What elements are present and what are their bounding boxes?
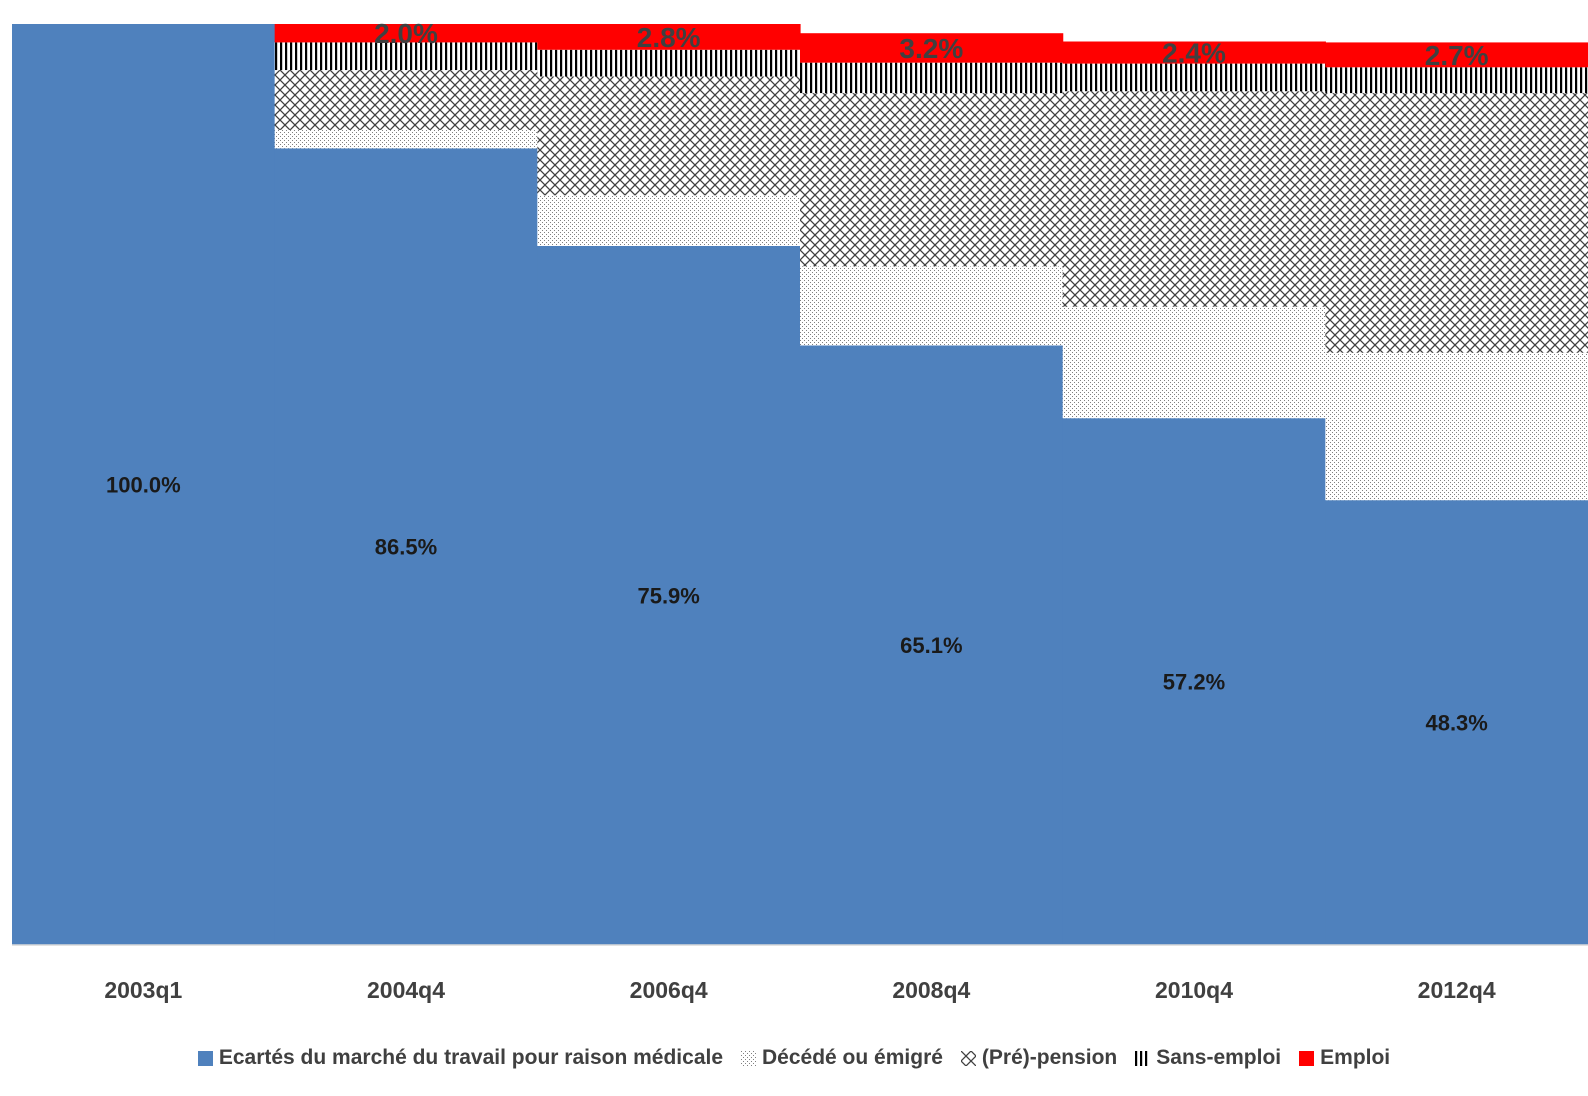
bar-segment-s1-2010q4	[1062, 306, 1326, 419]
bar-segment-s0-2010q4	[1062, 418, 1326, 945]
legend-item-1: Décédé ou émigré	[741, 1046, 943, 1070]
bar-segment-s3-2006q4	[537, 49, 801, 77]
bar-segment-s1-2012q4	[1325, 352, 1588, 501]
bar-segment-s3-2004q4	[274, 42, 538, 71]
bars-group	[12, 24, 1588, 946]
x-tick-label-2003q1: 2003q1	[104, 977, 182, 1003]
bar-segment-s2-2004q4	[274, 70, 538, 130]
bar-segment-s1-2008q4	[800, 266, 1064, 346]
legend-label: Décédé ou émigré	[762, 1046, 943, 1069]
labels-group: 100.0% 2003q1 86.5% 2.0% 2004q4 75.9% 2.8% 2006…	[104, 18, 1496, 1003]
data-label-s0-2008q4: 65.1%	[900, 633, 962, 658]
data-label-s0-2004q4: 86.5%	[375, 535, 437, 560]
legend-label: Emploi	[1320, 1046, 1391, 1069]
bar-segment-s0-2006q4	[537, 245, 801, 945]
legend-swatch	[1135, 1050, 1151, 1066]
bar-segment-s2-2008q4	[800, 93, 1064, 267]
legend-label: Ecartés du marché du travail pour raison…	[218, 1046, 724, 1069]
legend-item-0: Ecartés du marché du travail pour raison…	[197, 1046, 724, 1070]
bar-segment-s3-2012q4	[1325, 67, 1588, 94]
x-tick-label-2006q4: 2006q4	[630, 977, 708, 1003]
legend-item-2: (Pré)-pension	[960, 1046, 1118, 1070]
legend-item-4: Emploi	[1299, 1046, 1390, 1070]
bar-segment-s2-2006q4	[537, 76, 801, 196]
bar-segment-s4-2008q4	[800, 33, 1064, 63]
legend-swatch	[1299, 1050, 1315, 1066]
data-label-s4-2012q4: 2.7%	[1425, 40, 1489, 71]
x-tick-label-2004q4: 2004q4	[367, 977, 445, 1003]
bar-segment-s4-2004q4	[274, 24, 538, 43]
bar-segment-s0-2003q1	[12, 24, 276, 945]
bar-segment-s4-2006q4	[537, 24, 801, 50]
data-label-s0-2010q4: 57.2%	[1163, 670, 1225, 695]
data-label-s4-2004q4: 2.0%	[374, 18, 438, 49]
bar-segment-s4-2010q4	[1062, 41, 1326, 64]
bar-segment-s1-2006q4	[537, 195, 801, 246]
stacked-bar-chart: 100.0% 2003q1 86.5% 2.0% 2004q4 75.9% 2.8% 2006…	[12, 18, 1588, 1003]
data-label-s4-2010q4: 2.4%	[1162, 38, 1226, 69]
x-tick-label-2012q4: 2012q4	[1418, 977, 1496, 1003]
data-label-s4-2006q4: 2.8%	[637, 22, 701, 53]
legend-swatch	[741, 1050, 757, 1066]
bar-segment-s0-2008q4	[800, 345, 1064, 945]
legend: Ecartés du marché du travail pour raison…	[0, 1046, 1588, 1070]
bar-segment-s4-2012q4	[1325, 42, 1588, 68]
bar-segment-s2-2010q4	[1062, 91, 1326, 307]
x-tick-label-2010q4: 2010q4	[1155, 977, 1233, 1003]
legend-label: (Pré)-pension	[981, 1046, 1118, 1069]
legend-label: Sans-emploi	[1156, 1046, 1282, 1069]
bar-segment-s0-2012q4	[1325, 500, 1588, 945]
data-label-s0-2012q4: 48.3%	[1425, 711, 1487, 736]
bar-segment-s0-2004q4	[274, 148, 538, 946]
x-tick-label-2008q4: 2008q4	[892, 977, 970, 1003]
data-label-s0-2006q4: 75.9%	[637, 583, 699, 608]
data-label-s4-2008q4: 3.2%	[899, 33, 963, 64]
bar-segment-s3-2008q4	[800, 62, 1064, 94]
data-label-s0-2003q1: 100.0%	[106, 473, 181, 498]
bar-segment-s2-2012q4	[1325, 93, 1588, 353]
legend-swatch	[197, 1050, 213, 1066]
legend-item-3: Sans-emploi	[1135, 1046, 1281, 1070]
bar-segment-s1-2004q4	[274, 129, 538, 149]
legend-swatch	[960, 1050, 976, 1066]
bar-segment-s3-2010q4	[1062, 63, 1326, 92]
